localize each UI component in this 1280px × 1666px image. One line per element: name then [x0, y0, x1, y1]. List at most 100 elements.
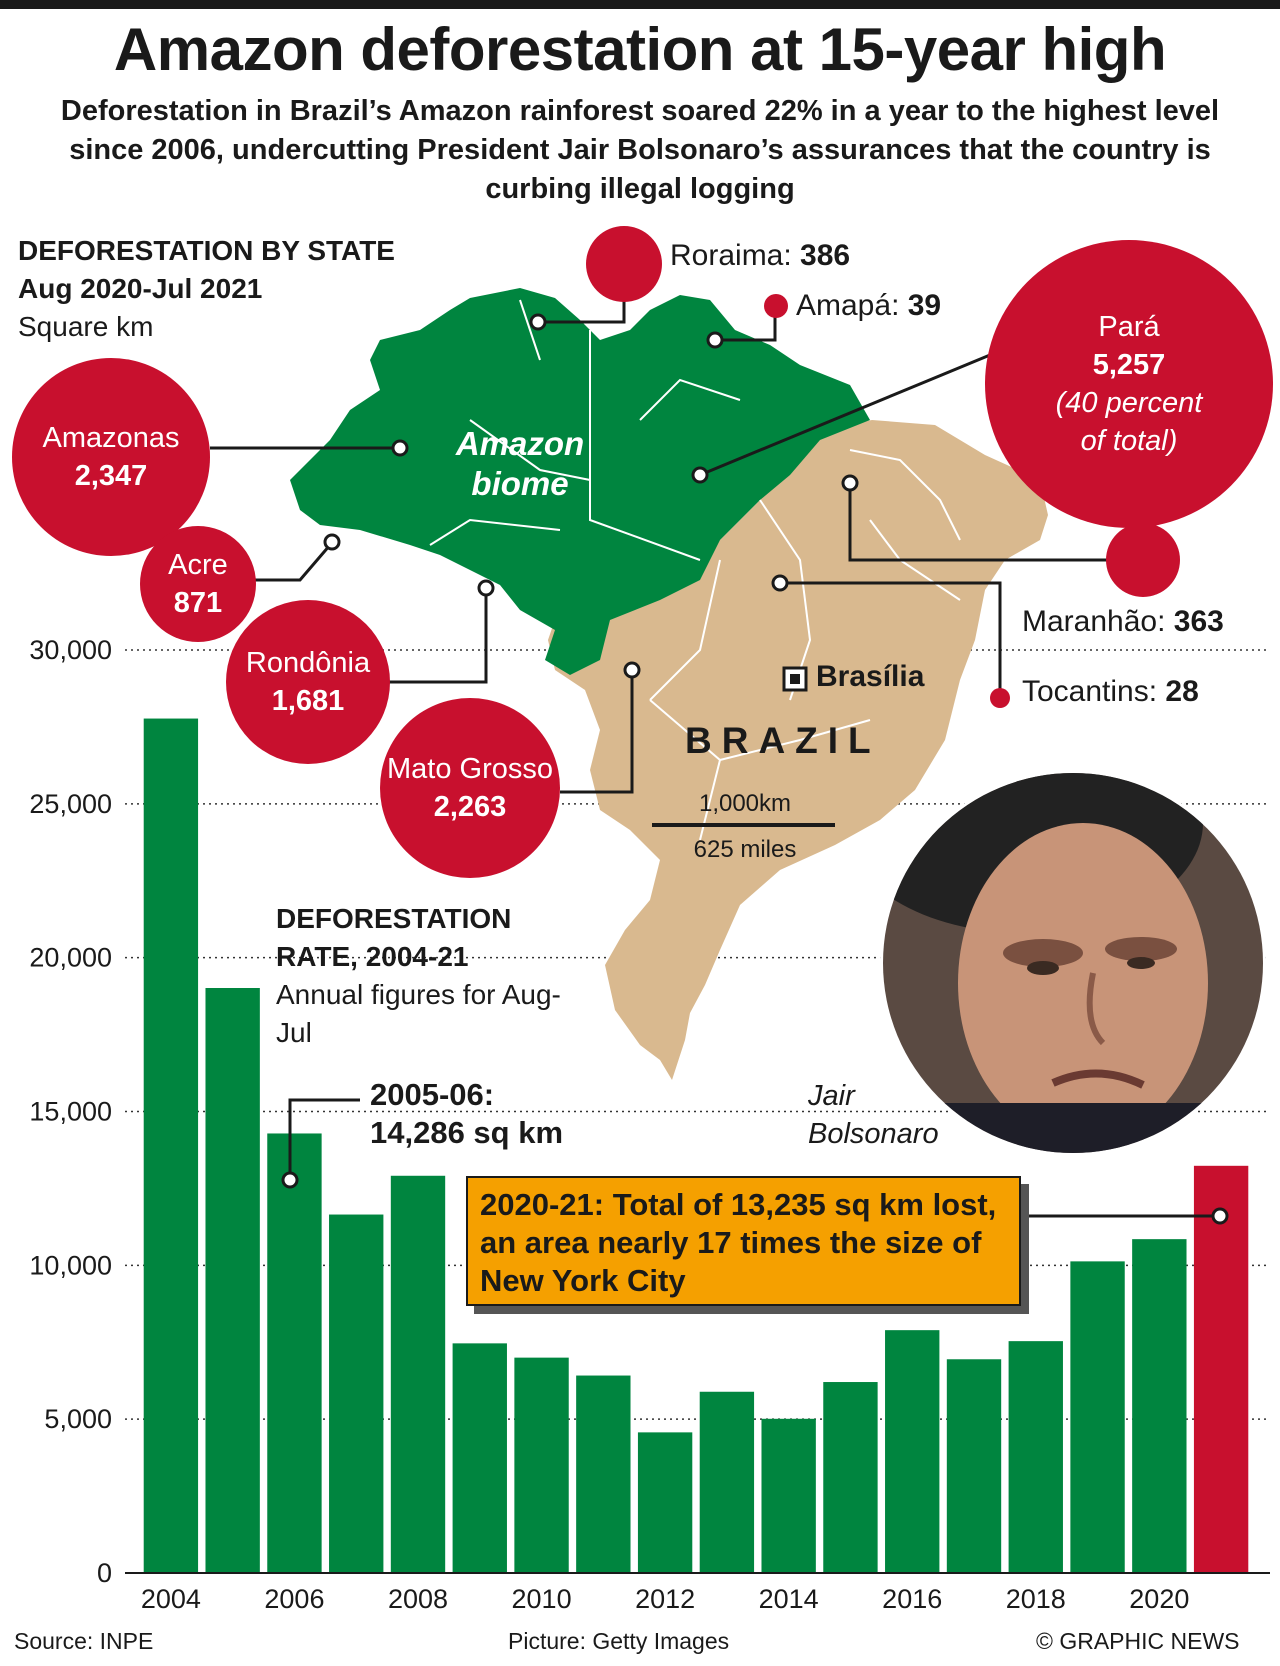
x-tick-label: 2010	[512, 1584, 572, 1614]
dot-callout	[1211, 1207, 1229, 1225]
leader-para	[699, 353, 991, 477]
bubble-tocantins	[990, 688, 1010, 708]
state-note: (40 percent of total)	[1055, 387, 1203, 457]
label-roraima: Roraima: 386	[670, 239, 851, 272]
bar-2010	[514, 1357, 569, 1573]
dot-amapa	[706, 331, 724, 349]
amazon-biome-label: Amazon biome	[455, 425, 585, 502]
state-name: Rondônia	[245, 647, 371, 679]
state-value: 2,347	[74, 460, 148, 492]
bubble-amazonas: Amazonas 2,347	[12, 358, 210, 556]
bar-2009	[452, 1343, 507, 1573]
leader-maranhao	[848, 483, 1110, 562]
scale-km: 1,000km	[698, 790, 792, 817]
state-name: Roraima	[670, 239, 784, 272]
state-value: 5,257	[1092, 349, 1166, 381]
bubble-amapa	[764, 294, 788, 318]
state-name: Pará	[1098, 311, 1160, 343]
state-name: Mato Grosso	[387, 753, 553, 785]
y-tick-label: 5,000	[44, 1404, 112, 1434]
bars	[143, 718, 1249, 1573]
dot-maranhao	[841, 474, 859, 492]
leader-rondonia	[386, 588, 488, 684]
rate-heading-block: DEFORESTATION RATE, 2004-21 Annual figur…	[276, 900, 576, 1052]
leader-lines	[210, 296, 1229, 1225]
bubble-mato-grosso: Mato Grosso 2,263	[380, 698, 560, 878]
x-tick-label: 2004	[141, 1584, 201, 1614]
callout-2020-21: 2020-21: Total of 13,235 sq km lost, an …	[466, 1176, 1021, 1306]
y-tick-label: 30,000	[29, 635, 112, 665]
y-tick-label: 0	[97, 1558, 112, 1588]
dot-para	[691, 466, 709, 484]
bar-2019	[1070, 1261, 1125, 1573]
state-value: 363	[1173, 605, 1224, 638]
dot-roraima	[529, 313, 547, 331]
label-tocantins: Tocantins: 28	[1022, 675, 1199, 708]
leader-amapa	[715, 310, 777, 342]
bar-2013	[699, 1391, 755, 1573]
dot-acre	[323, 533, 341, 551]
country-label: BRAZIL	[685, 720, 881, 761]
state-value: 1,681	[271, 685, 345, 717]
state-value: 386	[800, 239, 851, 272]
bubble-para: Pará 5,257 (40 percent of total)	[985, 240, 1273, 528]
bubble-acre: Acre 871	[140, 526, 256, 642]
bolsonaro-photo	[880, 770, 1266, 1156]
label-maranhao: Maranhão: 363	[1022, 605, 1224, 638]
label-amapa: Amapá: 39	[796, 289, 942, 322]
y-tick-label: 20,000	[29, 943, 112, 973]
leader-tocantins	[780, 581, 1002, 690]
leader-mato-grosso	[560, 670, 634, 794]
rate-note: Annual figures for Aug-Jul	[276, 979, 561, 1048]
copyright: © GRAPHIC NEWS	[1036, 1628, 1240, 1654]
state-name: Amapá	[796, 289, 892, 322]
state-name: Amazonas	[42, 422, 180, 454]
x-tick-label: 2020	[1129, 1584, 1189, 1614]
bar-2006	[267, 1133, 322, 1573]
dot-rondonia	[477, 579, 495, 597]
state-name: Maranhão	[1022, 605, 1158, 638]
bar-2007	[329, 1214, 384, 1573]
leader-roraima	[538, 296, 626, 324]
x-tick-label: 2016	[882, 1584, 942, 1614]
leader-acre	[254, 544, 332, 582]
bar-2011	[576, 1375, 631, 1573]
by-state-period: Aug 2020-Jul 2021	[18, 273, 263, 304]
peak-label: 2005-06:	[370, 1077, 495, 1112]
x-tick-label: 2012	[635, 1584, 695, 1614]
state-value: 28	[1165, 675, 1199, 708]
y-tick-label: 10,000	[29, 1250, 112, 1280]
bubble-rondonia: Rondônia 1,681	[226, 600, 390, 764]
bar-2005	[205, 988, 260, 1573]
bar-2021	[1193, 1165, 1249, 1573]
bar-2004	[143, 718, 199, 1573]
peak-annotation: 2005-06: 14,286 sq km	[370, 1076, 563, 1152]
peak-value: 14,286 sq km	[370, 1115, 564, 1150]
bar-2018	[1008, 1341, 1063, 1573]
rate-heading: DEFORESTATION RATE, 2004-21	[276, 903, 512, 972]
axes: 0 5,000 10,000 15,000 20,000 25,000 30,000 2004…	[29, 635, 1270, 1614]
x-tick-label: 2014	[759, 1584, 819, 1614]
dot-amazonas	[391, 439, 409, 457]
bar-2020	[1132, 1239, 1187, 1573]
state-value: 2,263	[433, 791, 507, 823]
y-tick-label: 25,000	[29, 789, 112, 819]
page-subtitle: Deforestation in Brazil’s Amazon rainfor…	[60, 95, 1220, 205]
by-state-heading-block: DEFORESTATION BY STATE Aug 2020-Jul 2021…	[18, 232, 395, 346]
x-tick-label: 2018	[1006, 1584, 1066, 1614]
scale-miles: 625 miles	[693, 836, 797, 863]
picture-credit: Picture: Getty Images	[508, 1628, 730, 1654]
bar-2012	[637, 1432, 693, 1573]
capital-label: Brasília	[816, 660, 925, 693]
state-value: 39	[907, 289, 942, 322]
dot-mato-grosso	[623, 661, 641, 679]
state-name: Tocantins	[1022, 675, 1149, 708]
capital-marker-dot	[790, 674, 800, 684]
bar-2015	[823, 1382, 878, 1573]
bar-2016	[885, 1330, 940, 1573]
bar-2017	[946, 1359, 1002, 1573]
source: Source: INPE	[14, 1628, 154, 1654]
leader-peak	[288, 1098, 360, 1180]
